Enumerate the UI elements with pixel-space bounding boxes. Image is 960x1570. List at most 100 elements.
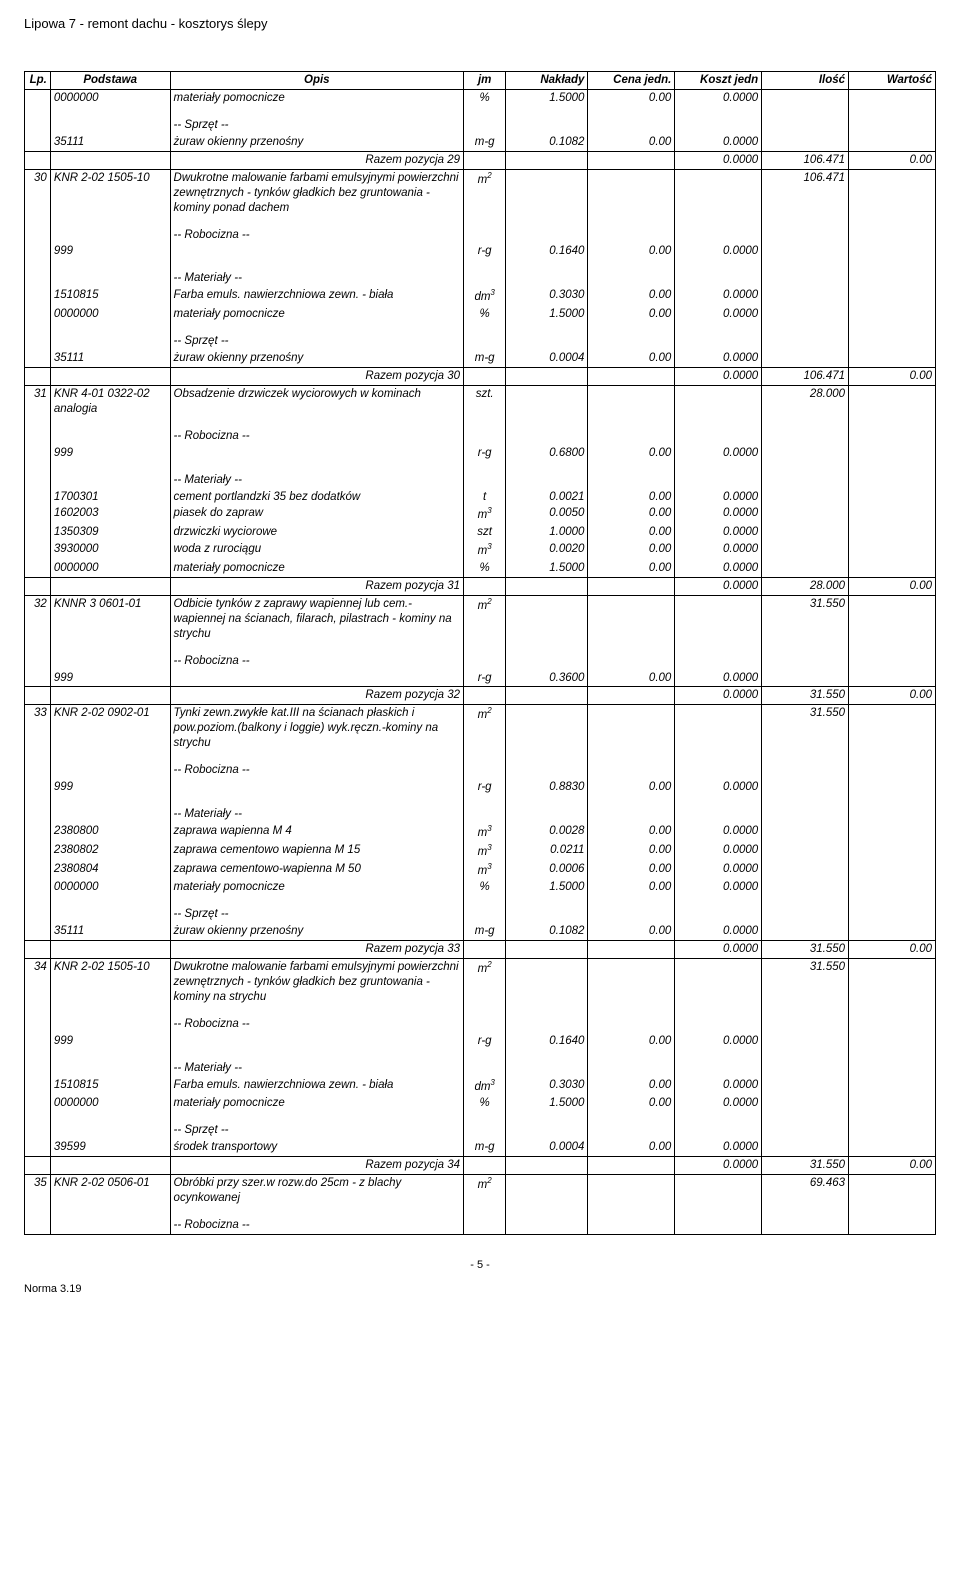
cell-cj: 0.00 [588,1095,675,1112]
table-row: 0000000 materiały pomocnicze % 1.5000 0.… [25,879,936,896]
table-row: 35 KNR 2-02 0506-01 Obróbki przy szer.w … [25,1175,936,1207]
cell-kj: 0.0000 [675,1139,762,1156]
spacer-row [25,323,936,333]
cell-nak: 1.5000 [506,560,588,577]
cell-il: 31.550 [762,941,849,959]
cell-pod: 35111 [50,923,170,940]
cell-nak: 0.0211 [506,842,588,861]
cell-cj: 0.00 [588,861,675,880]
cell-pod: KNNR 3 0601-01 [50,595,170,642]
cell-cj: 0.00 [588,879,675,896]
cell-jm: m3 [464,861,506,880]
cell-opis: Dwukrotne malowanie farbami emulsyjnymi … [170,169,463,216]
spacer-row [25,796,936,806]
cell-jm: m3 [464,842,506,861]
cell-jm: r-g [464,243,506,260]
cell-pod: 2380802 [50,842,170,861]
header-opis: Opis [170,72,463,90]
table-row: 35111 żuraw okienny przenośny m-g 0.0004… [25,350,936,367]
cell-lp: 32 [25,595,51,642]
cell-jm: % [464,306,506,323]
spacer-row [25,1207,936,1217]
cell-opis: Odbicie tynków z zaprawy wapiennej lub c… [170,595,463,642]
cell-jm: dm3 [464,1077,506,1096]
cell-il: 31.550 [762,1157,849,1175]
cell-cj: 0.00 [588,779,675,796]
header-naklady: Nakłady [506,72,588,90]
cell-kj: 0.0000 [675,560,762,577]
cell-nak: 0.0006 [506,861,588,880]
spacer-row [25,643,936,653]
razem-label: Razem pozycja 29 [170,151,463,169]
materialy-label: -- Materiały -- [170,1060,463,1077]
cell-opis: zaprawa cementowo wapienna M 15 [170,842,463,861]
cell-pod: KNR 2-02 1505-10 [50,169,170,216]
cell-opis: zaprawa cementowo-wapienna M 50 [170,861,463,880]
cell-pod: 999 [50,445,170,462]
sprzet-label: -- Sprzęt -- [170,906,463,923]
cell-pod: 0000000 [50,306,170,323]
spacer-row [25,107,936,117]
cell-jm: m3 [464,541,506,560]
summary-row: Razem pozycja 29 0.0000 106.471 0.00 [25,151,936,169]
table-row: 2380800 zaprawa wapienna M 4 m3 0.0028 0… [25,823,936,842]
table-row: -- Materiały -- [25,472,936,489]
cell-nak: 0.0050 [506,505,588,524]
cell-nak: 1.5000 [506,306,588,323]
robocizna-label: -- Robocizna -- [170,227,463,244]
table-row: 2380802 zaprawa cementowo wapienna M 15 … [25,842,936,861]
cell-kj: 0.0000 [675,367,762,385]
cell-pod: 1510815 [50,1077,170,1096]
header-lp: Lp. [25,72,51,90]
cell-cj: 0.00 [588,134,675,151]
cell-lp: 35 [25,1175,51,1207]
cell-il: 69.463 [762,1175,849,1207]
cell-kj: 0.0000 [675,823,762,842]
cell-war: 0.00 [849,577,936,595]
cell-kj: 0.0000 [675,134,762,151]
cell-nak: 0.0004 [506,350,588,367]
cell-kj: 0.0000 [675,287,762,306]
cell-pod: 1602003 [50,505,170,524]
cell-jm: % [464,560,506,577]
cell-pod: KNR 2-02 0506-01 [50,1175,170,1207]
table-row: 1510815 Farba emuls. nawierzchniowa zewn… [25,287,936,306]
table-row: 35111 żuraw okienny przenośny m-g 0.1082… [25,134,936,151]
cell-kj: 0.0000 [675,243,762,260]
cell-opis: materiały pomocnicze [170,879,463,896]
cell-jm: r-g [464,445,506,462]
cell-cj: 0.00 [588,1033,675,1050]
cell-jm: m3 [464,505,506,524]
table-row: -- Robocizna -- [25,1217,936,1234]
cell-pod: 1350309 [50,524,170,541]
cell-cj: 0.00 [588,560,675,577]
cell-nak: 0.0020 [506,541,588,560]
cell-jm: szt. [464,385,506,417]
cell-jm: m3 [464,823,506,842]
cell-cj: 0.00 [588,1077,675,1096]
header-cenajedn: Cena jedn. [588,72,675,90]
cell-pod: 39599 [50,1139,170,1156]
cell-kj: 0.0000 [675,861,762,880]
cell-il: 106.471 [762,169,849,216]
cell-opis: Dwukrotne malowanie farbami emulsyjnymi … [170,959,463,1006]
cell-kj: 0.0000 [675,541,762,560]
table-row: 0000000 materiały pomocnicze % 1.5000 0.… [25,560,936,577]
cell-jm: m2 [464,959,506,1006]
cell-nak: 1.5000 [506,1095,588,1112]
cell-il: 31.550 [762,687,849,705]
robocizna-label: -- Robocizna -- [170,653,463,670]
robocizna-label: -- Robocizna -- [170,1217,463,1234]
table-row: 999 r-g 0.1640 0.00 0.0000 [25,243,936,260]
cell-kj: 0.0000 [675,779,762,796]
table-row: -- Sprzęt -- [25,1122,936,1139]
cell-pod: 3930000 [50,541,170,560]
cell-kj: 0.0000 [675,505,762,524]
cell-pod: 0000000 [50,560,170,577]
table-row: 0000000 materiały pomocnicze % 1.5000 0.… [25,1095,936,1112]
cell-opis: Farba emuls. nawierzchniowa zewn. - biał… [170,1077,463,1096]
cell-jm: m2 [464,595,506,642]
cell-jm: r-g [464,1033,506,1050]
table-row: -- Robocizna -- [25,428,936,445]
cell-war: 0.00 [849,367,936,385]
